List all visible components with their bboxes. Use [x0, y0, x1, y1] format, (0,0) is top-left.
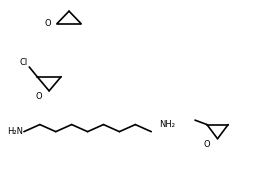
Text: O: O	[44, 19, 51, 28]
Text: H₂N: H₂N	[7, 127, 23, 136]
Text: NH₂: NH₂	[159, 120, 175, 129]
Text: Cl: Cl	[20, 58, 28, 67]
Text: O: O	[204, 140, 210, 149]
Text: O: O	[35, 92, 42, 101]
